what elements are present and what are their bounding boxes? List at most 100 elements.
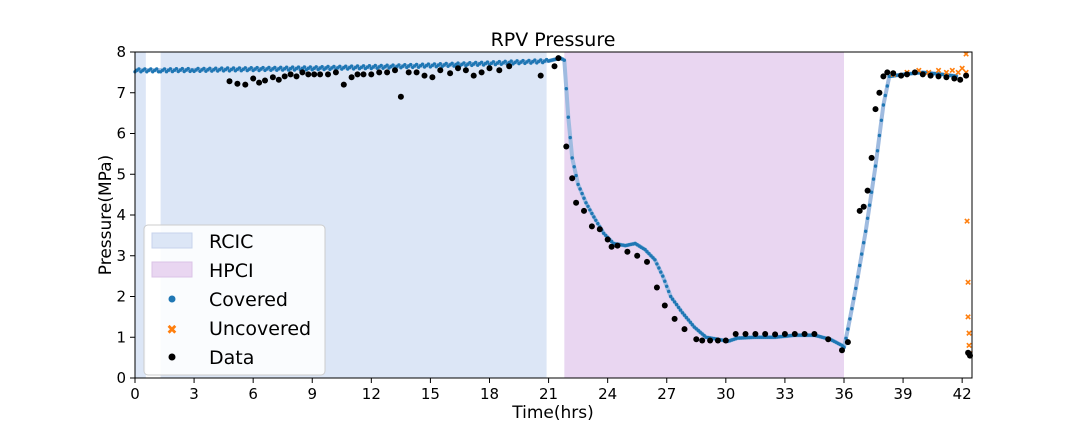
region-hpci-0	[564, 52, 844, 378]
covered-point	[202, 66, 206, 71]
covered-point	[562, 58, 566, 62]
x-axis: 0 3 6 9 12 15 18 21 24 27 30 33 36 39 42	[130, 378, 972, 403]
data-point	[437, 67, 444, 74]
covered-point	[338, 64, 342, 69]
data-point	[890, 70, 897, 77]
data-point	[429, 74, 436, 81]
data-point	[478, 69, 485, 76]
covered-point	[273, 65, 277, 70]
uncovered-point	[964, 218, 970, 224]
data-point	[801, 331, 808, 337]
y-tick-label: 6	[116, 125, 126, 143]
covered-point	[279, 65, 283, 70]
covered-point	[594, 218, 598, 222]
legend-label-covered: Covered	[209, 289, 288, 311]
data-point	[392, 67, 398, 74]
covered-point	[586, 204, 590, 208]
covered-point	[438, 62, 442, 66]
data-point	[661, 302, 668, 309]
data-point	[919, 71, 926, 78]
data-point	[234, 80, 241, 87]
uncovered-point	[959, 65, 965, 72]
data-point	[957, 76, 964, 83]
covered-point	[682, 313, 687, 317]
legend-label-rcic: RCIC	[209, 231, 253, 253]
x-tick-label: 27	[657, 385, 676, 403]
data-point	[876, 89, 883, 96]
uncovered-point	[966, 330, 972, 336]
x-tick-label: 42	[953, 385, 972, 403]
covered-point	[162, 67, 167, 71]
data-point	[486, 65, 493, 72]
x-tick-label: 12	[362, 385, 381, 403]
covered-point	[860, 252, 864, 256]
y-tick-label: 0	[116, 369, 126, 387]
covered-point	[869, 190, 874, 194]
covered-point	[314, 65, 318, 69]
data-point	[844, 339, 851, 346]
data-point	[470, 72, 477, 79]
data-point	[332, 69, 339, 76]
covered-point	[361, 64, 366, 68]
covered-point	[344, 64, 348, 68]
data-point	[839, 347, 845, 354]
covered-point	[196, 66, 200, 71]
data-point	[699, 337, 706, 344]
covered-point	[462, 61, 466, 65]
covered-point	[397, 63, 401, 67]
data-point	[555, 55, 562, 62]
covered-point	[479, 60, 484, 64]
data-point	[293, 73, 300, 80]
covered-point	[249, 66, 253, 70]
data-point	[305, 71, 312, 78]
covered-point	[403, 62, 407, 67]
covered-point	[873, 164, 878, 168]
covered-point	[655, 262, 659, 266]
covered-point	[491, 60, 496, 64]
data-point	[455, 65, 461, 72]
data-point	[904, 71, 910, 78]
data-point	[537, 72, 544, 79]
data-point	[898, 72, 905, 79]
covered-point	[657, 266, 661, 270]
data-point	[671, 315, 678, 322]
covered-point	[676, 305, 681, 310]
data-point	[405, 69, 412, 76]
data-point	[781, 331, 788, 337]
x-tick-label: 9	[307, 385, 317, 403]
covered-point	[663, 279, 667, 283]
y-tick-label: 5	[116, 165, 126, 183]
data-point	[262, 77, 268, 84]
data-point	[927, 72, 934, 79]
covered-point	[497, 59, 501, 64]
data-point	[884, 69, 891, 76]
covered-point	[572, 165, 576, 169]
chart-title: RPV Pressure	[491, 29, 616, 51]
covered-point	[672, 300, 677, 304]
data-point	[811, 331, 818, 337]
data-point	[943, 74, 950, 81]
data-point	[354, 71, 361, 78]
covered-point	[580, 191, 584, 196]
covered-point	[574, 173, 578, 178]
uncovered-point	[965, 314, 971, 320]
covered-point	[409, 62, 413, 67]
data-point	[421, 72, 428, 79]
covered-point	[844, 336, 848, 340]
x-tick-label: 30	[716, 385, 735, 403]
data-point	[588, 223, 595, 230]
covered-point	[143, 67, 147, 71]
data-point	[340, 81, 347, 88]
data-point	[732, 331, 739, 337]
y-tick-label: 1	[116, 328, 126, 346]
data-point	[384, 69, 391, 76]
covered-point	[373, 63, 377, 68]
covered-point	[864, 229, 868, 233]
data-point	[551, 63, 558, 70]
uncovered-point	[955, 69, 961, 76]
data-point	[563, 143, 570, 150]
x-tick-label: 6	[248, 385, 258, 403]
covered-point	[155, 67, 159, 71]
y-tick-label: 2	[116, 288, 126, 306]
legend-swatch-rcic	[151, 232, 193, 249]
